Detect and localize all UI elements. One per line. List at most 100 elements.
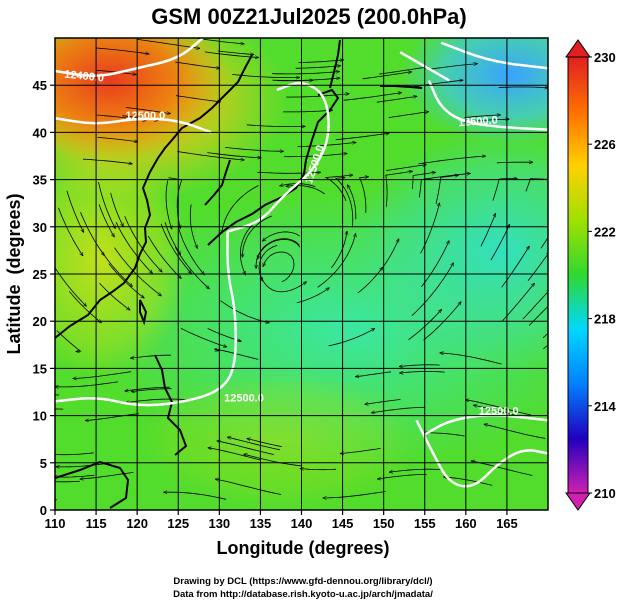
streamline [55,499,57,501]
streamline [164,221,181,254]
streamline [263,251,295,283]
streamline [247,439,283,447]
streamline [388,112,429,118]
streamline [440,353,502,365]
streamline [399,365,440,367]
x-tick-label: 145 [332,516,354,531]
x-tick-label: 125 [167,516,189,531]
streamline [423,302,462,341]
streamline [284,154,347,158]
streamline [286,94,349,98]
colorbar: 210 214 218 222 226 230 [565,39,616,511]
streamline [80,212,105,255]
streamline [232,74,299,77]
streamline [435,175,459,205]
streamline [272,78,340,81]
streamline [85,413,139,421]
y-tick-label: 15 [33,361,47,376]
x-tick-label: 130 [208,516,230,531]
streamline [377,474,427,479]
contour-label: 12500.0 [126,110,166,122]
streamline [243,215,272,257]
x-tick-label: 155 [414,516,436,531]
streamline [359,177,369,213]
streamline [496,162,533,163]
x-tick-label: 140 [291,516,313,531]
streamline [204,51,259,58]
colorbar-top-triangle [565,39,591,58]
streamline [207,152,261,158]
streamline [528,305,548,326]
streamline [259,272,307,293]
streamline [492,179,517,201]
heatmap-blob-northwest [55,38,230,160]
y-tick-label: 0 [40,503,47,518]
y-axis: 0 5 10 15 20 25 30 35 40 45 [33,78,55,518]
streamline [473,405,522,418]
contour-label: 12500.0 [224,392,264,404]
streamline [147,235,181,279]
streamline [98,182,116,228]
streamline [343,93,402,101]
streamline [348,185,357,220]
credit-data: Data from http://database.rish.kyoto-u.a… [173,589,433,600]
x-tick-label: 120 [126,516,148,531]
streamline [73,371,132,379]
streamline [217,441,274,455]
streamline [295,66,341,69]
streamline [115,222,152,273]
streamline [365,399,401,405]
streamline [208,448,261,461]
x-axis-title: Longitude (degrees) [216,538,389,558]
streamline [317,234,356,288]
colorbar-tick-label: 230 [594,50,616,65]
coastline-kuril [380,85,423,89]
coastline-borneo [55,460,130,509]
streamline [178,227,205,275]
streamline [379,67,428,75]
streamline [271,72,340,75]
coastline-korea [204,159,231,206]
streamline [217,50,254,55]
y-tick-label: 30 [33,220,47,235]
chart-title: GSM 00Z21Jul2025 (200.0hPa) [151,4,467,29]
streamline [55,394,60,396]
streamline [335,133,390,141]
streamline [296,288,330,304]
streamline [55,452,94,456]
streamline [137,39,199,48]
streamline [110,192,124,227]
contour-line [227,82,330,233]
streamline [175,95,221,102]
streamline [239,218,260,275]
streamline [385,171,413,207]
streamline [464,115,501,118]
colorbar-tick-label: 218 [594,312,616,327]
streamline [222,185,259,234]
streamline [330,231,347,269]
contour-line [399,51,451,82]
streamline [300,469,337,470]
streamline [125,386,170,391]
heatmap-blob-west [55,140,190,380]
x-axis: 110 115 120 125 130 135 140 145 150 155 160 165 [45,510,518,531]
streamline [418,156,486,165]
y-tick-label: 40 [33,125,47,140]
streamline [421,241,449,288]
coastlines [55,39,423,509]
streamline [340,448,381,453]
streamline [428,64,477,70]
streamline [165,180,172,229]
heatmap-blob-south [140,370,420,510]
streamline [244,454,301,467]
colorbar-fill [568,57,588,493]
x-tick-label: 135 [250,516,272,531]
colorbar-tick-label: 214 [594,399,616,414]
streamline [502,283,535,322]
streamline [58,207,83,256]
colorbar-tick-label: 222 [594,224,616,239]
x-tick-label: 165 [496,516,518,531]
streamline [214,349,259,360]
streamline [328,329,375,347]
streamline [380,239,399,271]
